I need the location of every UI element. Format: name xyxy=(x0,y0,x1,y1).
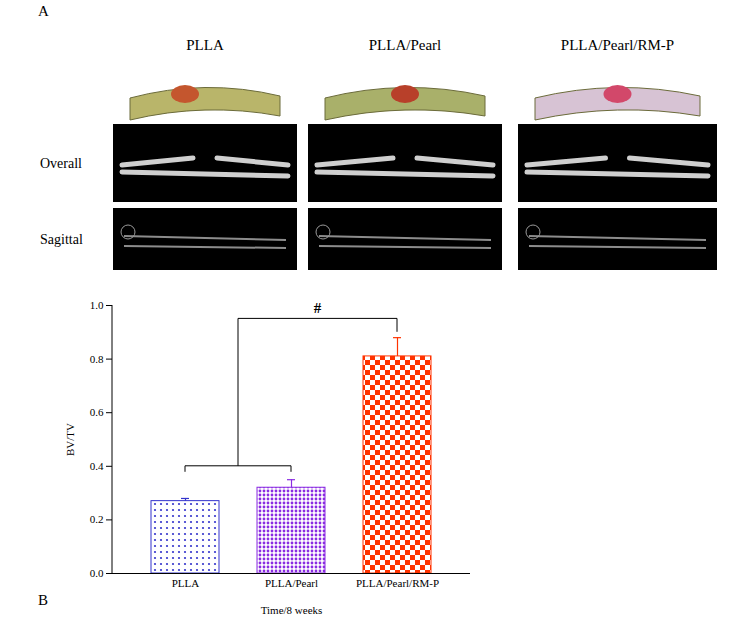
svg-text:PLLA/Pearl/RM-P: PLLA/Pearl/RM-P xyxy=(356,577,439,589)
svg-text:0.6: 0.6 xyxy=(90,406,104,418)
svg-text:PLLA: PLLA xyxy=(186,37,224,53)
svg-text:Time/8 weeks: Time/8 weeks xyxy=(261,604,323,616)
svg-text:PLLA/Pearl: PLLA/Pearl xyxy=(369,37,442,53)
svg-text:0.0: 0.0 xyxy=(90,567,104,579)
svg-text:PLLA: PLLA xyxy=(172,577,200,589)
svg-text:0.2: 0.2 xyxy=(90,513,104,525)
svg-text:Sagittal: Sagittal xyxy=(40,232,83,247)
svg-text:0.4: 0.4 xyxy=(90,460,104,472)
svg-text:1.0: 1.0 xyxy=(90,299,104,311)
svg-text:BV/TV: BV/TV xyxy=(64,423,76,456)
html-text:B: B xyxy=(38,592,48,608)
svg-text:PLLA/Pearl: PLLA/Pearl xyxy=(265,577,318,589)
svg-text:0.8: 0.8 xyxy=(90,353,104,365)
svg-text:PLLA/Pearl/RM-P: PLLA/Pearl/RM-P xyxy=(561,37,674,53)
svg-text:A: A xyxy=(38,3,49,19)
svg-text:Overall: Overall xyxy=(40,156,82,171)
svg-text:#: # xyxy=(314,300,322,316)
